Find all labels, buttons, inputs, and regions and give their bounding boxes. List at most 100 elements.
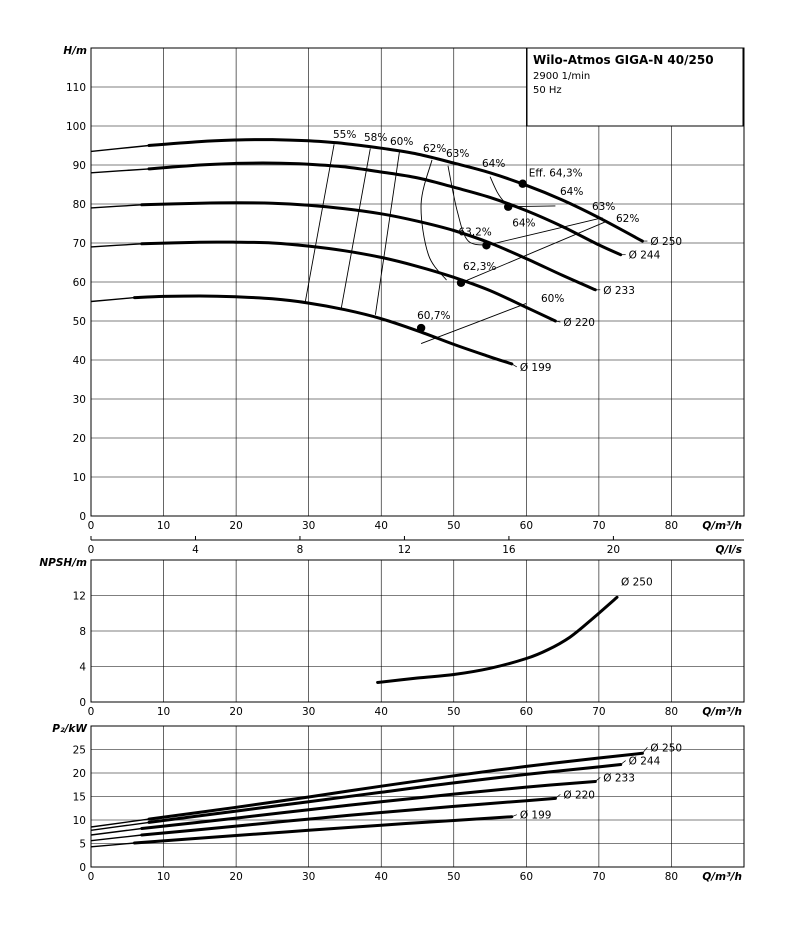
efficiency-point xyxy=(456,278,466,287)
npsh-x-tick-label: 80 xyxy=(665,706,678,718)
flow-ls-tick-label: 16 xyxy=(502,544,516,556)
power-dia-250-label-leader xyxy=(642,747,648,754)
power-x-tick-label: 30 xyxy=(302,871,315,883)
efficiency-point xyxy=(416,323,426,333)
head-y-tick-label: 10 xyxy=(73,472,86,484)
head-dia-250-label: Ø 250 xyxy=(650,236,682,248)
efficiency-point-label: 64% xyxy=(512,218,535,230)
head-dia-199-curve xyxy=(133,294,514,366)
power-dia-199-label: Ø 199 xyxy=(520,810,552,822)
power-dia-199-curve-extension xyxy=(90,842,135,848)
head-y-tick-label: 80 xyxy=(73,199,86,211)
efficiency-point xyxy=(503,202,513,211)
head-y-tick-label: 0 xyxy=(79,511,86,523)
power-dia-233-curve-extension xyxy=(90,827,142,836)
flow-ls-axis-label: Q/l/s xyxy=(716,544,742,556)
head-dia-199-label-leader xyxy=(511,363,518,368)
head-dia-244-curve xyxy=(147,161,623,257)
chart-title: Wilo-Atmos GIGA-N 40/250 xyxy=(533,53,714,67)
npsh-x-tick-label: 10 xyxy=(157,706,170,718)
power-dia-244-curve xyxy=(147,763,623,824)
npsh-x-tick-label: 40 xyxy=(375,706,388,718)
head-dia-233-label: Ø 233 xyxy=(603,285,635,297)
npsh-y-tick-label: 12 xyxy=(73,591,86,603)
efficiency-point-label: Eff. 64,3% xyxy=(529,168,583,180)
power-dia-250-curve-extension xyxy=(90,818,150,828)
iso-efficiency-line xyxy=(340,148,371,309)
efficiency-point xyxy=(518,179,527,188)
head-y-tick-label: 100 xyxy=(66,121,86,133)
efficiency-point-label: 62,3% xyxy=(463,261,496,273)
head-dia-233-curve-extension xyxy=(90,204,142,209)
npsh-x-tick-label: 70 xyxy=(592,706,605,718)
iso-efficiency-label: 64% xyxy=(482,158,505,170)
iso-efficiency-label: 62% xyxy=(423,143,446,155)
power-x-tick-label: 0 xyxy=(88,871,95,883)
power-dia-233-label-leader xyxy=(595,777,601,782)
power-dia-220-curve xyxy=(140,796,557,837)
power-y-tick-label: 15 xyxy=(73,792,86,804)
head-y-tick-label: 110 xyxy=(66,82,86,94)
npsh-x-tick-label: 60 xyxy=(520,706,533,718)
iso-efficiency-label: 64% xyxy=(560,186,583,198)
power-x-tick-label: 40 xyxy=(375,871,388,883)
power-dia-244-label-leader xyxy=(620,760,626,765)
power-x-axis-label: Q/m³/h xyxy=(702,871,742,883)
head-x-tick-label: 70 xyxy=(592,520,605,532)
npsh-x-tick-label: 50 xyxy=(447,706,460,718)
power-dia-199-label-leader xyxy=(511,814,517,818)
npsh-dia-250-label: Ø 250 xyxy=(621,576,653,588)
head-y-tick-label: 60 xyxy=(73,277,86,289)
power-x-tick-label: 70 xyxy=(592,871,605,883)
speed-label: 2900 1/min xyxy=(533,71,590,82)
iso-efficiency-label: 63% xyxy=(592,201,615,213)
npsh-dia-250-curve xyxy=(376,595,619,684)
head-x-tick-label: 0 xyxy=(88,520,95,532)
head-dia-250-curve-extension xyxy=(90,144,150,153)
iso-efficiency-label: 60% xyxy=(541,293,564,305)
power-dia-233-curve xyxy=(140,780,597,830)
power-panel: 0 10 20 30 40 50 60 70 80 0 5 10 15 20 25 P₂/kW Q/m³/h Ø … xyxy=(52,723,745,883)
head-panel: 0 10 20 30 40 50 60 70 8001020304050607080901001… xyxy=(63,45,745,556)
head-dia-244-label: Ø 244 xyxy=(629,250,661,262)
power-x-tick-label: 80 xyxy=(665,871,678,883)
power-y-tick-label: 25 xyxy=(73,745,86,757)
npsh-y-tick-label: 4 xyxy=(79,662,86,674)
flow-ls-tick-label: 8 xyxy=(297,544,304,556)
head-dia-250-curve xyxy=(147,138,644,243)
efficiency-point-label: 60,7% xyxy=(417,310,450,322)
iso-efficiency-line xyxy=(374,152,400,315)
head-y-tick-label: 20 xyxy=(73,433,86,445)
head-x-tick-label: 50 xyxy=(447,520,460,532)
npsh-x-tick-label: 20 xyxy=(229,706,242,718)
power-dia-244-label: Ø 244 xyxy=(629,756,661,768)
npsh-x-tick-label: 0 xyxy=(88,706,95,718)
flow-ls-tick-label: 4 xyxy=(192,544,199,556)
head-y-axis-label: H/m xyxy=(63,45,87,57)
npsh-x-tick-label: 30 xyxy=(302,706,315,718)
iso-efficiency-line xyxy=(420,302,527,345)
title-box: Wilo-Atmos GIGA-N 40/250 2900 1/min 50 H… xyxy=(526,47,744,127)
power-x-tick-label: 10 xyxy=(157,871,170,883)
iso-efficiency-label: 55% xyxy=(333,129,356,141)
head-dia-220-curve-extension xyxy=(90,243,142,248)
flow-ls-tick-label: 12 xyxy=(398,544,411,556)
iso-efficiency-line xyxy=(486,217,603,246)
power-dia-199-curve xyxy=(133,815,514,845)
power-dia-220-label: Ø 220 xyxy=(563,789,595,801)
power-dia-233-label: Ø 233 xyxy=(603,772,635,784)
frequency-label: 50 Hz xyxy=(533,85,562,96)
head-y-tick-label: 70 xyxy=(73,238,86,250)
head-x-tick-label: 10 xyxy=(157,520,170,532)
power-dia-220-curve-extension xyxy=(90,834,142,842)
npsh-y-axis-label: NPSH/m xyxy=(39,557,87,569)
iso-efficiency-line xyxy=(420,159,447,281)
head-y-tick-label: 90 xyxy=(73,160,86,172)
power-y-tick-label: 0 xyxy=(79,862,86,874)
power-x-tick-label: 60 xyxy=(520,871,533,883)
head-y-tick-label: 30 xyxy=(73,394,86,406)
head-x-tick-label: 30 xyxy=(302,520,315,532)
power-x-tick-label: 50 xyxy=(447,871,460,883)
power-y-tick-label: 10 xyxy=(73,815,86,827)
